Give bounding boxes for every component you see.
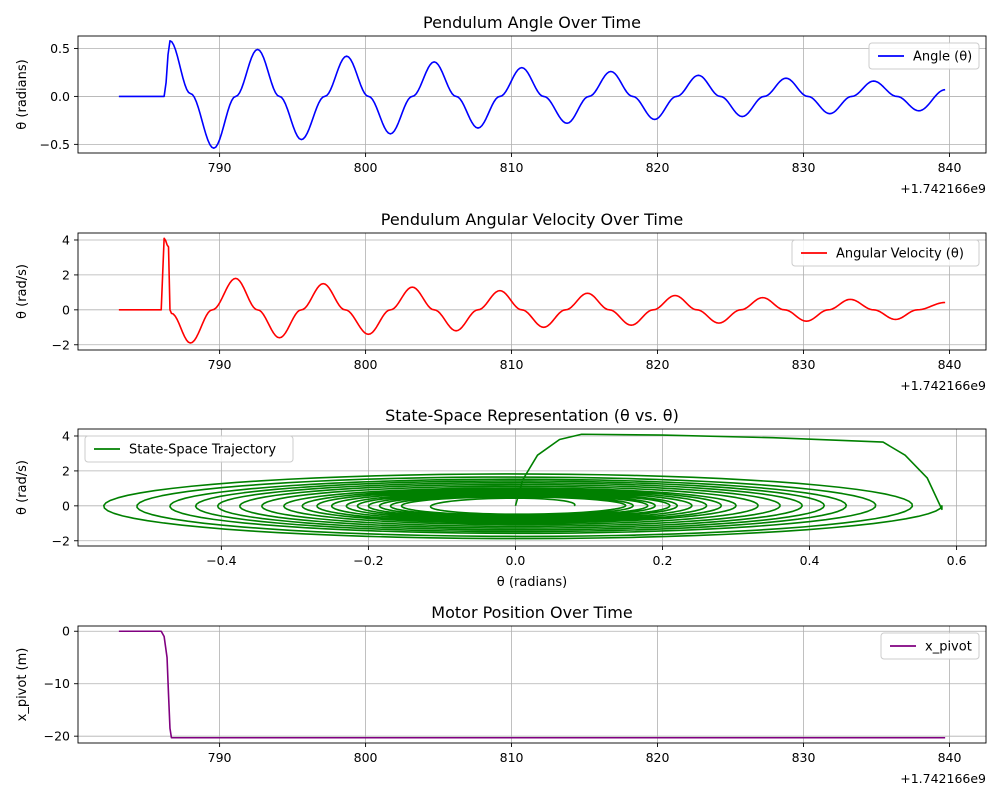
legend-box <box>868 42 980 70</box>
legend-label: Angle (θ) <box>913 50 972 65</box>
x-tick-label: 0.0 <box>506 553 526 568</box>
legend: Angular Velocity (θ) <box>791 239 980 267</box>
x-tick-label: 830 <box>792 750 816 765</box>
chart-panel-2: 790 800 810 820 830 840 −2 0 2 4 +1.742166e9 Pendul… <box>15 210 987 393</box>
x-tick-label: 810 <box>500 357 524 372</box>
x-tick-label: 820 <box>646 357 670 372</box>
x-tick-label: −0.4 <box>206 553 236 568</box>
x-tick-label: 810 <box>500 750 524 765</box>
x-tick-label: 0.6 <box>947 553 967 568</box>
x-tick-label: 840 <box>938 357 962 372</box>
x-axis-label: θ (radians) <box>497 575 567 590</box>
x-tick-label: 800 <box>354 357 378 372</box>
series-line-1 <box>118 630 946 739</box>
y-axis-label: x_pivot (m) <box>15 648 30 722</box>
x-tick-label: 820 <box>646 160 670 175</box>
axes-frame <box>77 35 987 154</box>
x-tick-label: 820 <box>646 750 670 765</box>
x-tick-label: 800 <box>354 750 378 765</box>
y-axis-label: θ (rad/s) <box>15 460 30 515</box>
legend-label: State-Space Trajectory <box>129 443 276 458</box>
x-tick-label: 790 <box>208 357 232 372</box>
chart-panel-4: 790 800 810 820 830 840 −20 −10 0 +1.742166e9 Moto… <box>15 603 987 786</box>
y-axis-label: θ (rad/s) <box>15 264 30 319</box>
chart-title: Pendulum Angle Over Time <box>423 13 641 32</box>
x-tick-label: 840 <box>938 160 962 175</box>
y-tick-label: −20 <box>44 729 70 744</box>
legend: x_pivot <box>880 632 980 660</box>
y-tick-label: 0 <box>62 302 70 317</box>
y-tick-label: 0 <box>62 624 70 639</box>
x-tick-label: 810 <box>500 160 524 175</box>
x-tick-label: 0.2 <box>653 553 673 568</box>
axes-frame <box>77 232 987 351</box>
chart-title: State-Space Representation (θ vs. θ) <box>385 406 679 425</box>
series-line-1 <box>102 433 943 540</box>
y-tick-label: 0.5 <box>50 41 70 56</box>
axes-frame <box>77 625 987 744</box>
legend: State-Space Trajectory <box>84 435 294 463</box>
x-tick-label: −0.2 <box>353 553 383 568</box>
legend-box <box>84 435 294 463</box>
legend-label: Angular Velocity (θ) <box>836 247 964 262</box>
legend-label: x_pivot <box>925 640 972 655</box>
x-tick-label: 830 <box>792 357 816 372</box>
x-tick-label: 790 <box>208 160 232 175</box>
x-offset-label: +1.742166e9 <box>900 378 986 393</box>
x-offset-label: +1.742166e9 <box>900 771 986 786</box>
y-axis-label: θ (radians) <box>15 59 30 129</box>
y-tick-label: 4 <box>62 232 70 247</box>
axes-frame <box>77 428 987 547</box>
x-tick-label: 0.4 <box>800 553 820 568</box>
series-line-1 <box>118 237 946 344</box>
legend-box <box>880 632 980 660</box>
y-tick-label: −10 <box>44 676 70 691</box>
y-tick-label: −0.5 <box>40 137 70 152</box>
series-line-1 <box>118 40 946 149</box>
x-tick-label: 800 <box>354 160 378 175</box>
y-tick-label: −2 <box>52 337 70 352</box>
x-tick-label: 830 <box>792 160 816 175</box>
legend-box <box>791 239 980 267</box>
chart-title: Motor Position Over Time <box>431 603 632 622</box>
x-tick-label: 790 <box>208 750 232 765</box>
y-tick-label: 0 <box>62 498 70 513</box>
chart-panel-1: 790 800 810 820 830 840 −0.5 0.0 0.5 +1.742166e9 P… <box>15 13 987 196</box>
legend: Angle (θ) <box>868 42 980 70</box>
x-offset-label: +1.742166e9 <box>900 181 986 196</box>
chart-panel-3: −0.4 −0.2 0.0 0.2 0.4 0.6 −2 0 2 4 State-Space Rep… <box>15 406 987 590</box>
y-tick-label: 0.0 <box>50 89 70 104</box>
x-tick-label: 840 <box>938 750 962 765</box>
y-tick-label: 4 <box>62 428 70 443</box>
y-tick-label: −2 <box>52 533 70 548</box>
y-tick-label: 2 <box>62 463 70 478</box>
chart-title: Pendulum Angular Velocity Over Time <box>381 210 684 229</box>
y-tick-label: 2 <box>62 267 70 282</box>
